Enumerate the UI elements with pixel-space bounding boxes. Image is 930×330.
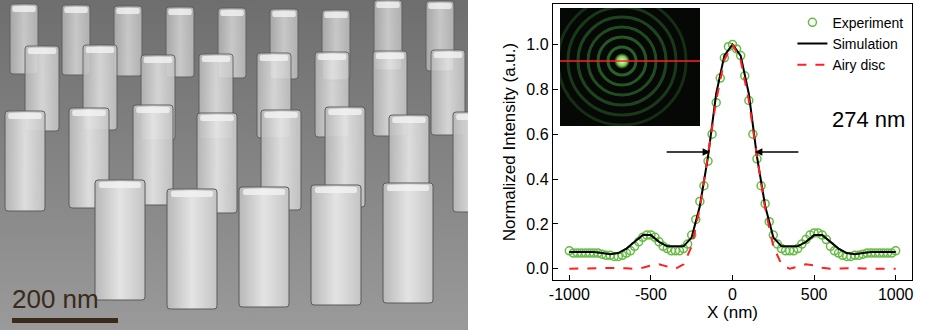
svg-text:-1000: -1000 <box>549 286 590 303</box>
svg-text:0.8: 0.8 <box>526 81 548 98</box>
svg-text:1000: 1000 <box>878 286 914 303</box>
svg-text:Experiment: Experiment <box>832 15 903 31</box>
svg-text:Airy disc: Airy disc <box>832 57 885 73</box>
svg-text:0.6: 0.6 <box>526 126 548 143</box>
svg-text:0.4: 0.4 <box>526 171 548 188</box>
svg-text:Normalized Intensity (a.u.): Normalized Intensity (a.u.) <box>500 43 519 241</box>
svg-text:500: 500 <box>801 286 828 303</box>
svg-text:X (nm): X (nm) <box>707 303 758 322</box>
svg-text:-500: -500 <box>635 286 667 303</box>
svg-text:274 nm: 274 nm <box>832 107 905 132</box>
svg-text:0.0: 0.0 <box>526 260 548 277</box>
svg-text:Simulation: Simulation <box>832 36 897 52</box>
svg-text:200 nm: 200 nm <box>12 284 99 314</box>
svg-text:0: 0 <box>728 286 737 303</box>
svg-text:1.0: 1.0 <box>526 36 548 53</box>
svg-text:0.2: 0.2 <box>526 216 548 233</box>
